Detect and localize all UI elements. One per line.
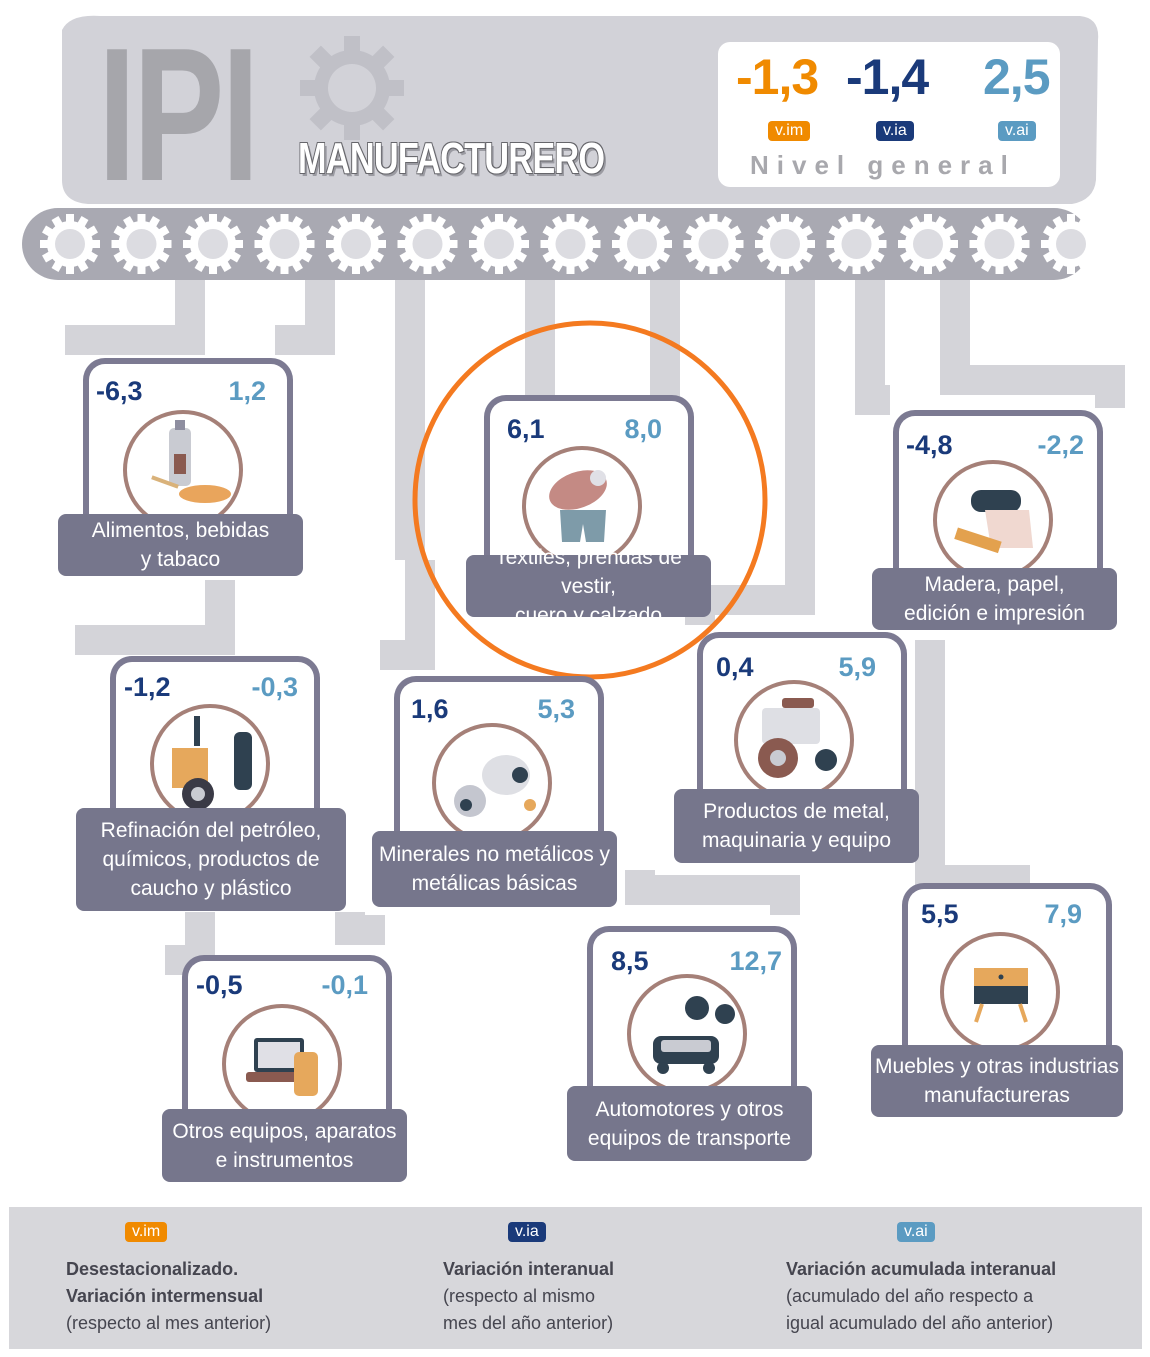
tractor-icon [734, 680, 854, 800]
sector-via-value: 6,1 [507, 414, 545, 444]
sector-via-value: -4,8 [906, 430, 953, 460]
sector-vai-value: -0,3 [251, 672, 298, 702]
page-title: IPI [98, 9, 260, 221]
pipes [65, 280, 1125, 975]
sector-label-otros-equipos: Otros equipos, aparatos e instrumentos [162, 1109, 407, 1182]
sector-label-metal: Productos de metal, maquinaria y equipo [674, 789, 919, 863]
sector-vai-value: 1,2 [228, 376, 266, 406]
legend-via-text: Variación interanual (respecto al mismo … [443, 1259, 615, 1333]
sector-label-refinacion: Refinación del petróleo, químicos, produc… [76, 808, 346, 911]
sector-via-value: 0,4 [716, 652, 754, 682]
textiles-clothing-icon [522, 446, 642, 566]
sector-label-automotores: Automotores y otros equipos de transporte [567, 1086, 812, 1161]
sector-via-value: -1,2 [124, 672, 171, 702]
small-gear-icon [183, 214, 243, 274]
general-vai-value: 2,5 [983, 49, 1051, 105]
legend-vim-text: Desestacionalizado. Variación intermensu… [66, 1259, 272, 1333]
sector-via-value: 8,5 [611, 946, 649, 976]
sector-label-textiles: Textiles, prendas de vestir, cuero y calz… [466, 546, 711, 627]
legend-badge-via: v.ia [508, 1222, 546, 1242]
sector-vai-value: -0,1 [321, 970, 368, 1000]
small-gear-icon [612, 214, 672, 274]
food-bottle-icon [123, 410, 243, 530]
cement-mixer-icon [432, 723, 552, 843]
sector-vai-value: -2,2 [1037, 430, 1084, 460]
laptop-phone-icon [222, 1004, 342, 1124]
sector-vai-value: 5,3 [537, 694, 575, 724]
general-via-value: -1,4 [846, 49, 929, 105]
small-gear-icon [1041, 214, 1101, 274]
badge-via: v.ia [876, 121, 914, 141]
paper-roll-icon [933, 460, 1053, 580]
legend-badge-vai: v.ai [897, 1222, 935, 1242]
page-subtitle: MANUFACTURERO [298, 134, 605, 183]
gear-icon [300, 36, 404, 140]
sector-label-madera: Madera, papel, edición e impresión [872, 568, 1117, 630]
sector-vai-value: 8,0 [624, 414, 662, 444]
sector-via-value: -6,3 [96, 376, 143, 406]
sector-label-minerales: Minerales no metálicos y metálicas básica… [372, 831, 617, 907]
sector-via-value: -0,5 [196, 970, 243, 1000]
sector-via-value: 5,5 [921, 899, 959, 929]
furniture-icon [940, 932, 1060, 1052]
conveyor-gears [40, 214, 1101, 274]
small-gear-icon [969, 214, 1030, 274]
small-gear-icon [40, 214, 100, 274]
small-gear-icon [898, 214, 958, 274]
badge-vai: v.ai [998, 121, 1036, 141]
small-gear-icon [254, 214, 315, 274]
small-gear-icon [326, 214, 386, 274]
small-gear-icon [755, 214, 815, 274]
small-gear-icon [111, 214, 172, 274]
sector-vai-value: 5,9 [838, 652, 876, 682]
refinery-chemicals-icon [150, 704, 270, 824]
sector-via-value: 1,6 [411, 694, 449, 724]
sector-label-muebles: Muebles y otras industrias manufactureras [871, 1045, 1123, 1117]
sector-card-textiles [484, 395, 694, 576]
legend-badge-vim: v.im [125, 1222, 168, 1242]
small-gear-icon [540, 214, 601, 274]
general-vim-value: -1,3 [736, 49, 819, 105]
sector-label-alimentos: Alimentos, bebidas y tabaco [58, 514, 303, 576]
sector-vai-value: 12,7 [729, 946, 782, 976]
general-level-box [718, 42, 1060, 187]
badge-vim: v.im [768, 121, 811, 141]
legend-panel [9, 1207, 1142, 1349]
legend-vai-text: Variación acumulada interanual (acumulad… [786, 1259, 1057, 1333]
car-motorcycle-icon [627, 974, 747, 1094]
small-gear-icon [469, 214, 529, 274]
sector-vai-value: 7,9 [1044, 899, 1082, 929]
small-gear-icon [826, 214, 887, 274]
general-level-label: Nivel general [750, 150, 1016, 180]
small-gear-icon [683, 214, 744, 274]
small-gear-icon [397, 214, 458, 274]
